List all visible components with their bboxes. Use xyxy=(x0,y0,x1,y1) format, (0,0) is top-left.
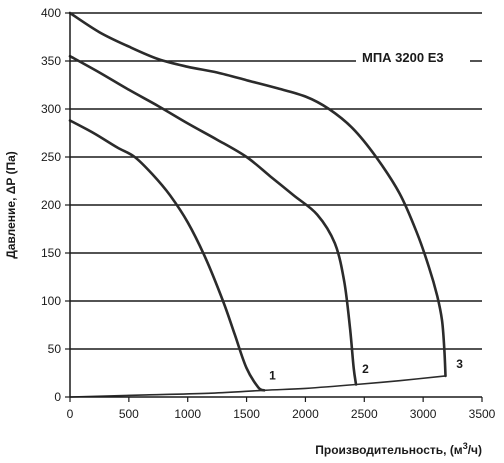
x-tick-label: 2000 xyxy=(292,407,319,421)
x-axis-label-main: Производительность, (м xyxy=(315,443,463,457)
y-tick-label: 200 xyxy=(41,198,61,212)
x-axis-label: Производительность, (м3/ч) xyxy=(315,441,482,457)
curve-labels: 1 2 3 xyxy=(269,357,463,383)
chart-title: МПА 3200 Е3 xyxy=(362,50,444,65)
y-tick-label: 50 xyxy=(48,342,62,356)
x-tick-label: 3500 xyxy=(469,407,496,421)
axes xyxy=(65,12,483,402)
system-curve xyxy=(69,375,447,398)
x-axis-label-sup: 3 xyxy=(463,441,468,451)
y-axis-label: Давление, ΔP (Па) xyxy=(4,151,18,259)
fan-curve-1 xyxy=(68,119,266,392)
x-tick-label: 2500 xyxy=(351,407,378,421)
x-axis-label-end: /ч) xyxy=(468,443,482,457)
fan-curve-3 xyxy=(68,11,447,378)
y-tick-labels: 0 50 100 150 200 250 300 350 400 xyxy=(41,6,61,404)
x-tick-label: 1000 xyxy=(174,407,201,421)
y-tick-label: 400 xyxy=(41,6,61,20)
curve-label-1: 1 xyxy=(269,369,276,383)
x-tick-label: 1500 xyxy=(233,407,260,421)
curve-label-2: 2 xyxy=(362,362,369,376)
x-tick-label: 0 xyxy=(67,407,74,421)
y-tick-label: 150 xyxy=(41,246,61,260)
curves xyxy=(68,11,447,398)
y-tick-label: 0 xyxy=(54,390,61,404)
y-tick-label: 350 xyxy=(41,54,61,68)
y-tick-label: 100 xyxy=(41,294,61,308)
x-tick-label: 500 xyxy=(119,407,139,421)
y-tick-label: 250 xyxy=(41,150,61,164)
x-tick-label: 3000 xyxy=(410,407,437,421)
grid xyxy=(70,12,482,350)
y-tick-label: 300 xyxy=(41,102,61,116)
x-tick-labels: 0 500 1000 1500 2000 2500 3000 3500 xyxy=(67,407,496,421)
curve-label-3: 3 xyxy=(456,357,463,371)
fan-curve-2 xyxy=(68,54,358,386)
title-background xyxy=(356,47,470,67)
